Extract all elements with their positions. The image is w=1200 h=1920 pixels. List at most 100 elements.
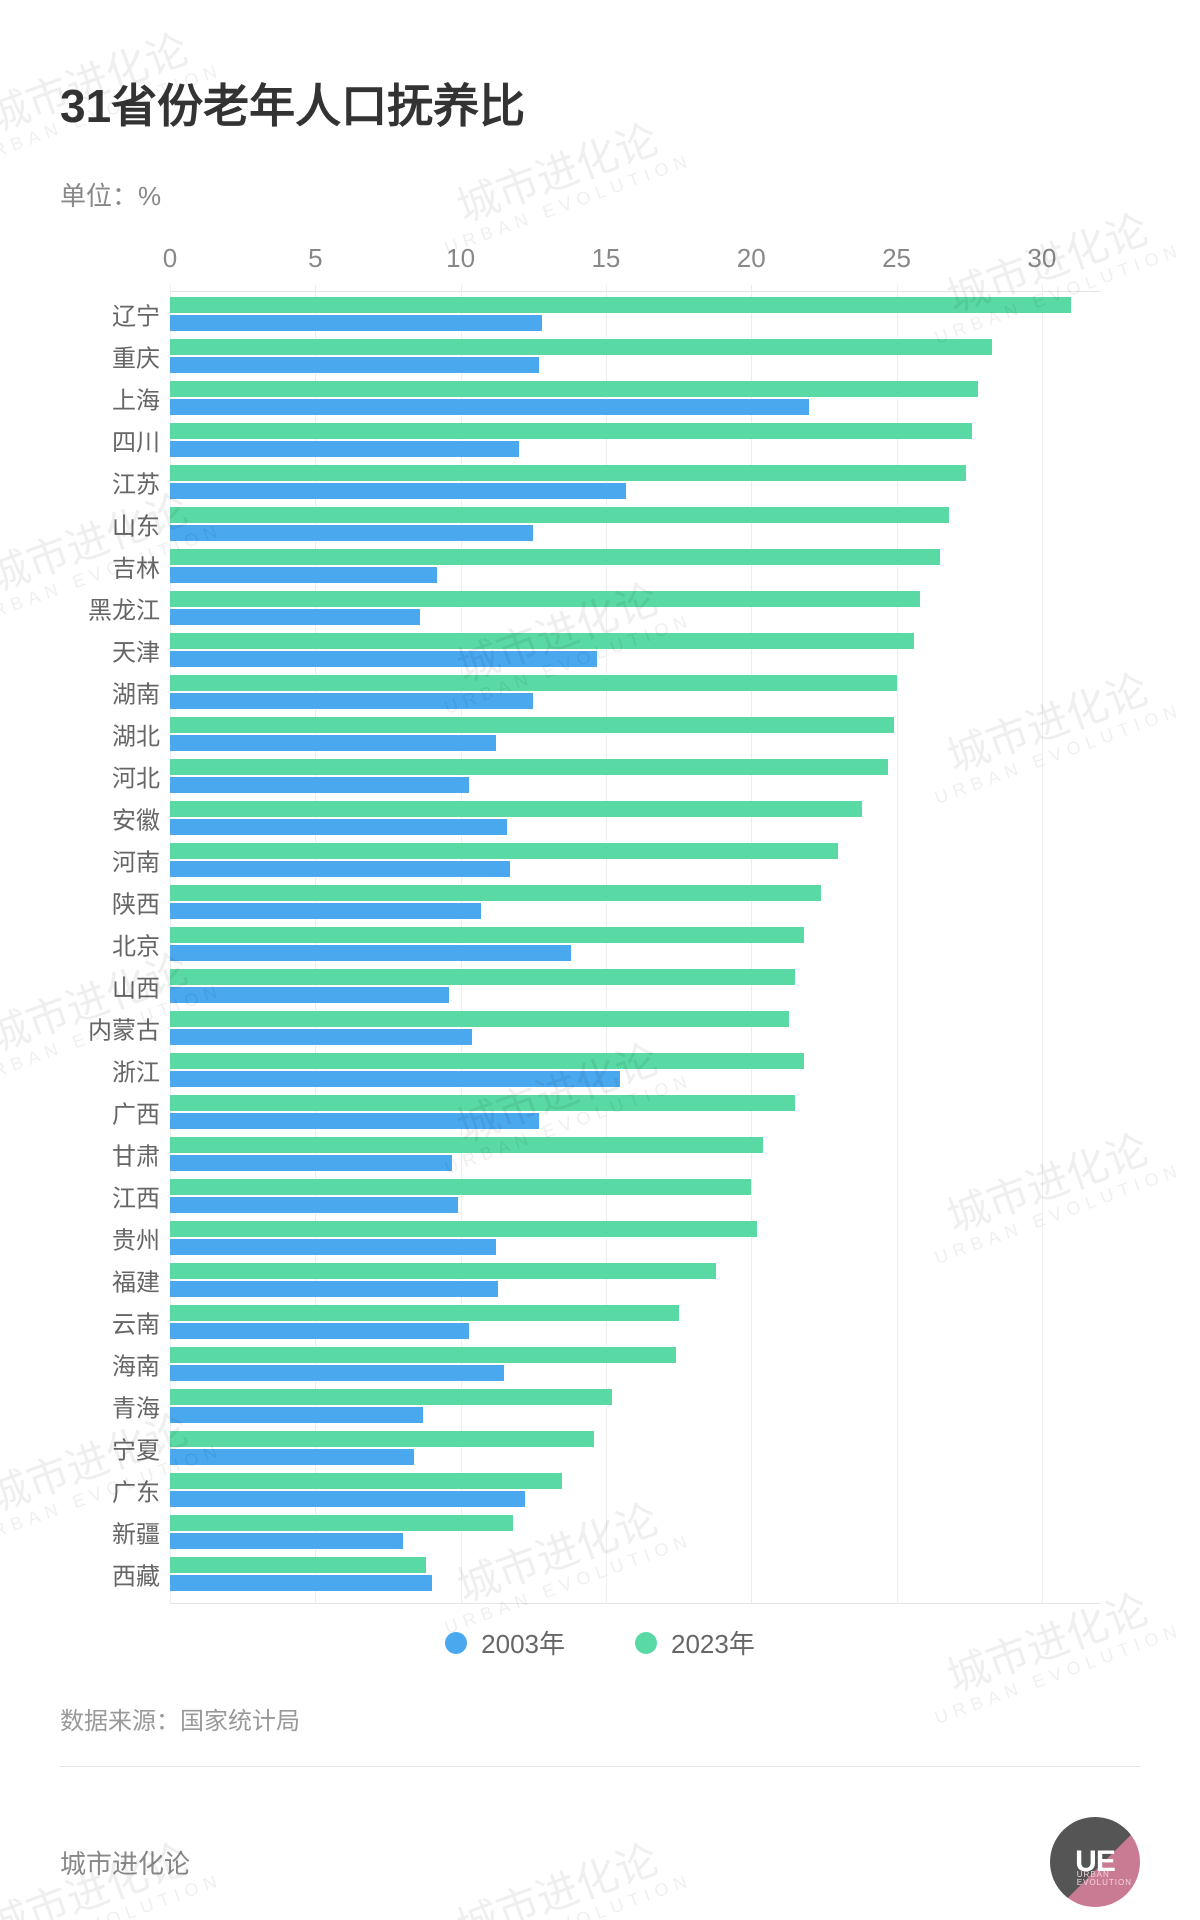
axis-top-line	[170, 291, 1100, 292]
bar-row: 新疆	[170, 1511, 1100, 1553]
legend-label: 2003年	[481, 1624, 565, 1661]
bar-v2023	[170, 549, 940, 565]
bar-row: 广东	[170, 1469, 1100, 1511]
category-label: 北京	[60, 927, 160, 962]
category-label: 天津	[60, 633, 160, 668]
axis-bottom-line	[170, 1603, 1100, 1604]
bar-v2023	[170, 633, 914, 649]
bar-v2023	[170, 1431, 594, 1447]
bar-v2003	[170, 903, 481, 919]
bar-v2003	[170, 1449, 414, 1465]
bar-row: 江苏	[170, 461, 1100, 503]
category-label: 吉林	[60, 549, 160, 584]
bar-v2003	[170, 1239, 496, 1255]
bar-v2003	[170, 1575, 432, 1591]
bar-v2023	[170, 465, 966, 481]
bar-v2003	[170, 861, 510, 877]
category-label: 广西	[60, 1095, 160, 1130]
legend-item: 2023年	[635, 1624, 755, 1661]
legend-item: 2003年	[445, 1624, 565, 1661]
bar-v2023	[170, 1221, 757, 1237]
bar-v2023	[170, 1557, 426, 1573]
bar-v2003	[170, 1071, 620, 1087]
bar-v2003	[170, 441, 519, 457]
category-label: 内蒙古	[60, 1011, 160, 1046]
x-axis-tick: 30	[1027, 243, 1056, 274]
bar-row: 黑龙江	[170, 587, 1100, 629]
bar-row: 内蒙古	[170, 1007, 1100, 1049]
bar-row: 青海	[170, 1385, 1100, 1427]
bar-v2023	[170, 1053, 804, 1069]
category-label: 湖北	[60, 717, 160, 752]
bar-row: 湖南	[170, 671, 1100, 713]
bar-row: 山西	[170, 965, 1100, 1007]
category-label: 上海	[60, 381, 160, 416]
category-label: 河南	[60, 843, 160, 878]
category-label: 湖南	[60, 675, 160, 710]
category-label: 四川	[60, 423, 160, 458]
bar-row: 上海	[170, 377, 1100, 419]
bar-v2023	[170, 759, 888, 775]
bar-v2003	[170, 1281, 498, 1297]
logo-sub-text: URBANEVOLUTION	[1077, 1871, 1132, 1887]
bar-v2003	[170, 987, 449, 1003]
bar-v2023	[170, 1347, 676, 1363]
chart-subtitle-unit: 单位：%	[60, 176, 1140, 213]
bar-v2023	[170, 1095, 795, 1111]
category-label: 江西	[60, 1179, 160, 1214]
bar-v2003	[170, 693, 533, 709]
bar-v2003	[170, 357, 539, 373]
bar-v2023	[170, 1389, 612, 1405]
bar-v2023	[170, 1179, 751, 1195]
category-label: 黑龙江	[60, 591, 160, 626]
bar-row: 吉林	[170, 545, 1100, 587]
bar-v2023	[170, 339, 992, 355]
category-label: 青海	[60, 1389, 160, 1424]
category-label: 浙江	[60, 1053, 160, 1088]
bar-v2023	[170, 381, 978, 397]
bar-row: 广西	[170, 1091, 1100, 1133]
category-label: 贵州	[60, 1221, 160, 1256]
footer-divider	[60, 1766, 1140, 1767]
bar-v2003	[170, 945, 571, 961]
bar-v2003	[170, 483, 626, 499]
bar-v2023	[170, 843, 838, 859]
category-label: 云南	[60, 1305, 160, 1340]
category-label: 辽宁	[60, 297, 160, 332]
bar-v2003	[170, 1323, 469, 1339]
x-axis-tick: 0	[163, 243, 177, 274]
category-label: 山东	[60, 507, 160, 542]
bar-row: 辽宁	[170, 293, 1100, 335]
plot-area: 辽宁重庆上海四川江苏山东吉林黑龙江天津湖南湖北河北安徽河南陕西北京山西内蒙古浙江…	[170, 293, 1100, 1595]
bar-row: 福建	[170, 1259, 1100, 1301]
bar-v2023	[170, 717, 894, 733]
bar-v2023	[170, 1263, 716, 1279]
x-axis-tick: 15	[591, 243, 620, 274]
category-label: 山西	[60, 969, 160, 1004]
x-axis-tick: 5	[308, 243, 322, 274]
bar-v2003	[170, 567, 437, 583]
x-axis-tick: 20	[737, 243, 766, 274]
bar-row: 江西	[170, 1175, 1100, 1217]
bar-v2023	[170, 1305, 679, 1321]
bar-v2003	[170, 315, 542, 331]
bar-v2003	[170, 609, 420, 625]
bar-row: 海南	[170, 1343, 1100, 1385]
bar-v2003	[170, 1155, 452, 1171]
bar-row: 贵州	[170, 1217, 1100, 1259]
chart-title: 31省份老年人口抚养比	[60, 70, 1140, 136]
bar-row: 河南	[170, 839, 1100, 881]
category-label: 海南	[60, 1347, 160, 1382]
bar-v2003	[170, 1533, 403, 1549]
x-axis-tick: 25	[882, 243, 911, 274]
category-label: 安徽	[60, 801, 160, 836]
bar-v2023	[170, 675, 897, 691]
category-label: 福建	[60, 1263, 160, 1298]
bar-v2003	[170, 819, 507, 835]
bar-v2003	[170, 525, 533, 541]
category-label: 宁夏	[60, 1431, 160, 1466]
chart: 051015202530 辽宁重庆上海四川江苏山东吉林黑龙江天津湖南湖北河北安徽…	[60, 243, 1140, 1661]
category-label: 新疆	[60, 1515, 160, 1550]
footer: 城市进化论 UE URBANEVOLUTION	[60, 1817, 1140, 1907]
bar-row: 四川	[170, 419, 1100, 461]
